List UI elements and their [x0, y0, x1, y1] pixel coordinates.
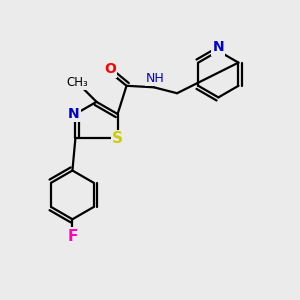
Text: CH₃: CH₃: [66, 76, 88, 89]
Text: O: O: [104, 62, 116, 76]
Text: N: N: [212, 40, 224, 55]
Text: F: F: [67, 229, 78, 244]
Text: N: N: [68, 107, 80, 121]
Text: S: S: [112, 131, 123, 146]
Text: NH: NH: [146, 73, 165, 85]
